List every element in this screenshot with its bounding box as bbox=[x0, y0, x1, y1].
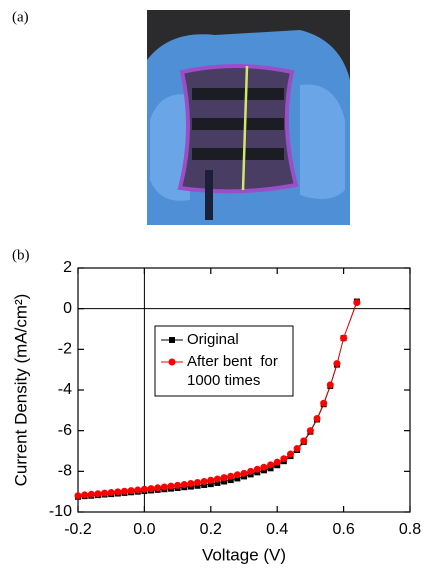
data-point bbox=[207, 481, 214, 488]
data-point bbox=[87, 490, 95, 498]
data-point bbox=[174, 481, 182, 489]
data-point bbox=[213, 475, 221, 483]
x-tick-label: 0.6 bbox=[332, 521, 354, 538]
data-point bbox=[107, 488, 115, 496]
data-point bbox=[320, 399, 328, 407]
glove-finger bbox=[300, 84, 345, 199]
legend-label: After bent for 1000 times bbox=[187, 353, 283, 389]
panel-label: (b) bbox=[12, 247, 30, 263]
data-point bbox=[180, 481, 188, 489]
data-point bbox=[313, 414, 321, 422]
data-point bbox=[81, 491, 89, 499]
data-point bbox=[114, 488, 122, 496]
data-point bbox=[227, 472, 235, 480]
photo bbox=[147, 10, 350, 225]
legend: Original After bent for 1000 times bbox=[154, 325, 294, 397]
y-tick-label: -6 bbox=[58, 422, 72, 439]
legend-box bbox=[154, 325, 294, 397]
data-point bbox=[160, 483, 168, 491]
data-point bbox=[147, 485, 155, 493]
x-tick-label: 0.2 bbox=[200, 521, 222, 538]
data-point bbox=[247, 467, 255, 475]
x-tick-label: 0.8 bbox=[399, 521, 421, 538]
data-point bbox=[273, 458, 281, 466]
data-point bbox=[140, 485, 148, 493]
data-point bbox=[234, 475, 241, 482]
x-tick-label: 0.4 bbox=[266, 521, 288, 538]
y-axis-title: Current Density (mA/cm²) bbox=[11, 294, 30, 487]
legend-marker bbox=[168, 358, 176, 366]
data-point bbox=[101, 489, 109, 497]
data-point bbox=[233, 471, 241, 479]
y-tick-label: -8 bbox=[58, 463, 72, 480]
data-point bbox=[194, 479, 202, 487]
legend-marker bbox=[169, 337, 175, 343]
data-point bbox=[120, 487, 128, 495]
data-point bbox=[200, 478, 208, 485]
data-point bbox=[227, 477, 234, 484]
x-tick-label: 0.0 bbox=[133, 521, 155, 538]
data-point bbox=[74, 492, 82, 500]
data-point bbox=[300, 437, 308, 445]
x-tick-label: -0.2 bbox=[64, 521, 92, 538]
data-point bbox=[340, 334, 348, 342]
legend-label: Original bbox=[187, 331, 239, 348]
y-tick-label: -10 bbox=[49, 503, 72, 520]
data-point bbox=[253, 465, 261, 473]
data-point bbox=[286, 450, 294, 458]
data-point bbox=[306, 427, 314, 435]
panel-label: (a) bbox=[12, 9, 29, 25]
data-point bbox=[353, 299, 361, 307]
data-point bbox=[154, 484, 162, 492]
data-point bbox=[260, 463, 268, 471]
y-tick-label: -2 bbox=[58, 341, 72, 358]
data-point bbox=[280, 455, 288, 463]
chart: Voltage (V) Current Density (mA/cm²) bbox=[11, 267, 411, 564]
device-electrode bbox=[241, 65, 249, 191]
y-tick-label: 0 bbox=[63, 300, 72, 317]
data-point bbox=[207, 476, 215, 484]
y-tick-label: -4 bbox=[58, 381, 72, 398]
x-axis-title: Voltage (V) bbox=[202, 545, 286, 564]
glove-finger bbox=[150, 94, 190, 201]
legend-entry: Original bbox=[187, 331, 239, 348]
device-strip bbox=[192, 148, 284, 160]
data-point bbox=[167, 482, 175, 490]
device-strip bbox=[192, 118, 284, 130]
data-point bbox=[326, 381, 334, 389]
data-point bbox=[333, 360, 341, 368]
data-point bbox=[127, 487, 135, 495]
y-tick-label: 2 bbox=[63, 259, 72, 276]
data-point bbox=[221, 478, 228, 485]
device-strip bbox=[192, 88, 284, 100]
data-point bbox=[267, 461, 275, 469]
legend-entry: After bent for 1000 times bbox=[187, 353, 283, 389]
data-point bbox=[240, 469, 248, 477]
cable bbox=[205, 170, 213, 220]
data-point bbox=[293, 445, 301, 453]
data-point bbox=[214, 479, 221, 486]
data-point bbox=[220, 474, 228, 482]
data-point bbox=[134, 486, 142, 494]
data-point bbox=[94, 490, 102, 498]
data-point bbox=[187, 480, 195, 488]
